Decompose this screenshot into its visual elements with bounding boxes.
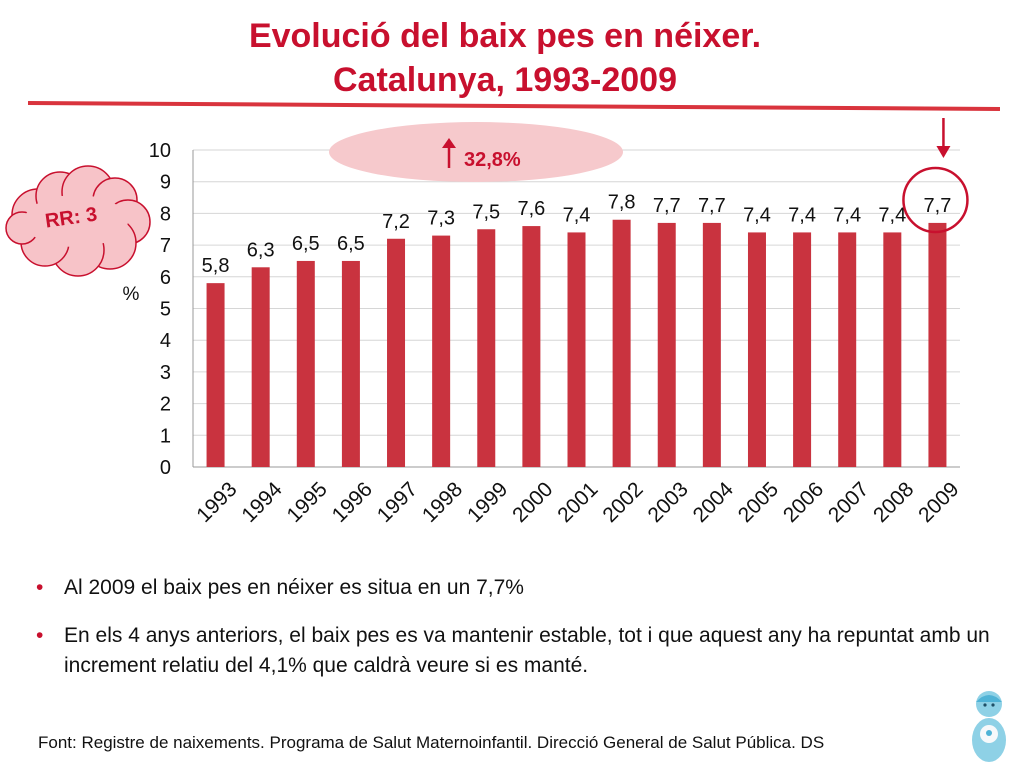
data-label: 7,5 [472,201,500,223]
arrow-up-icon [442,138,456,168]
x-tick-label: 1998 [418,478,467,527]
data-label: 7,6 [517,198,545,220]
data-label: 7,4 [878,204,906,226]
bar [341,260,360,467]
highlight-circle [902,166,969,234]
y-tick-label: 7 [160,235,171,257]
bar-chart: 0 1 2 3 4 5 6 7 8 9 10% 5,8 1993 6,3 1994 6,5 1995 6,5 199… [5,118,969,528]
data-label: 5,8 [202,255,230,277]
y-tick-label: 1 [160,425,171,447]
bar [206,283,225,467]
bar [567,232,586,467]
data-label: 6,5 [337,233,365,255]
y-tick-label: 3 [160,362,171,384]
source-note: Font: Registre de naixements. Programa d… [38,733,825,752]
x-tick-label: 2000 [508,478,557,527]
title-line-1: Evolució del baix pes en néixer. [248,17,762,55]
data-label: 7,2 [382,211,410,233]
x-tick-label: 2008 [869,478,918,527]
bullet-item: Al 2009 el baix pes en néixer es situa e… [30,573,990,603]
y-tick-label: 9 [160,172,171,194]
bar [793,232,812,467]
bar [522,226,541,467]
y-tick-label: 2 [160,394,171,416]
bullet-item: En els 4 anys anteriors, el baix pes es … [30,621,990,681]
x-tick-label: 2001 [553,478,602,527]
baby-mascot-icon [972,691,1006,762]
bar [432,235,451,467]
y-axis-label: % [123,284,140,305]
bar [838,232,857,467]
bar [928,222,947,467]
x-tick-label: 1993 [192,478,241,527]
x-tick-label: 2009 [914,478,963,527]
x-tick-label: 2007 [824,478,873,527]
bar [251,267,270,467]
x-tick-label: 2003 [643,478,692,527]
bar [387,238,406,467]
y-tick-label: 10 [149,140,171,162]
y-tick-label: 6 [160,267,171,289]
increase-label: 32,8% [464,149,521,171]
bar [747,232,766,467]
data-label: 6,5 [292,233,320,255]
x-tick-label: 2002 [598,478,647,527]
y-tick-label: 5 [160,299,171,321]
slide-title: Evolució del baix pes en néixer. Catalun… [0,14,1010,102]
bar [702,222,721,467]
rr-cloud-shape [5,165,151,277]
x-tick-label: 1997 [373,478,422,527]
x-tick-label: 2006 [779,478,828,527]
y-tick-label: 0 [160,457,171,479]
data-label: 7,7 [924,195,952,217]
bullet-text-1: Al 2009 el baix pes en néixer es situa e… [64,576,524,599]
bar [477,229,496,467]
x-tick-label: 2005 [734,478,783,527]
y-tick-label: 8 [160,203,171,225]
x-tick-label: 1994 [237,478,287,528]
x-tick-label: 1996 [328,478,377,527]
title-line-2: Catalunya, 1993-2009 [333,61,677,99]
arrow-down-icon [936,118,951,158]
x-tick-label: 2004 [689,478,739,528]
x-tick-label: 1999 [463,478,512,527]
bar [883,232,902,467]
data-label: 7,7 [653,195,681,217]
increase-highlight-ellipse [329,122,623,182]
bar [657,222,676,467]
bar [296,260,315,467]
data-label: 7,4 [563,204,591,226]
data-label: 7,4 [833,204,861,226]
bar [612,219,631,467]
data-label: 7,7 [698,195,726,217]
data-label: 7,3 [427,208,455,230]
y-tick-label: 4 [160,330,171,352]
data-label: 7,4 [743,204,771,226]
x-tick-label: 1995 [283,478,332,527]
bullet-text-2: En els 4 anys anteriors, el baix pes es … [64,624,990,677]
data-label: 7,4 [788,204,816,226]
data-label: 6,3 [247,239,275,261]
data-label: 7,8 [608,192,636,214]
bullet-list: Al 2009 el baix pes en néixer es situa e… [30,573,990,681]
